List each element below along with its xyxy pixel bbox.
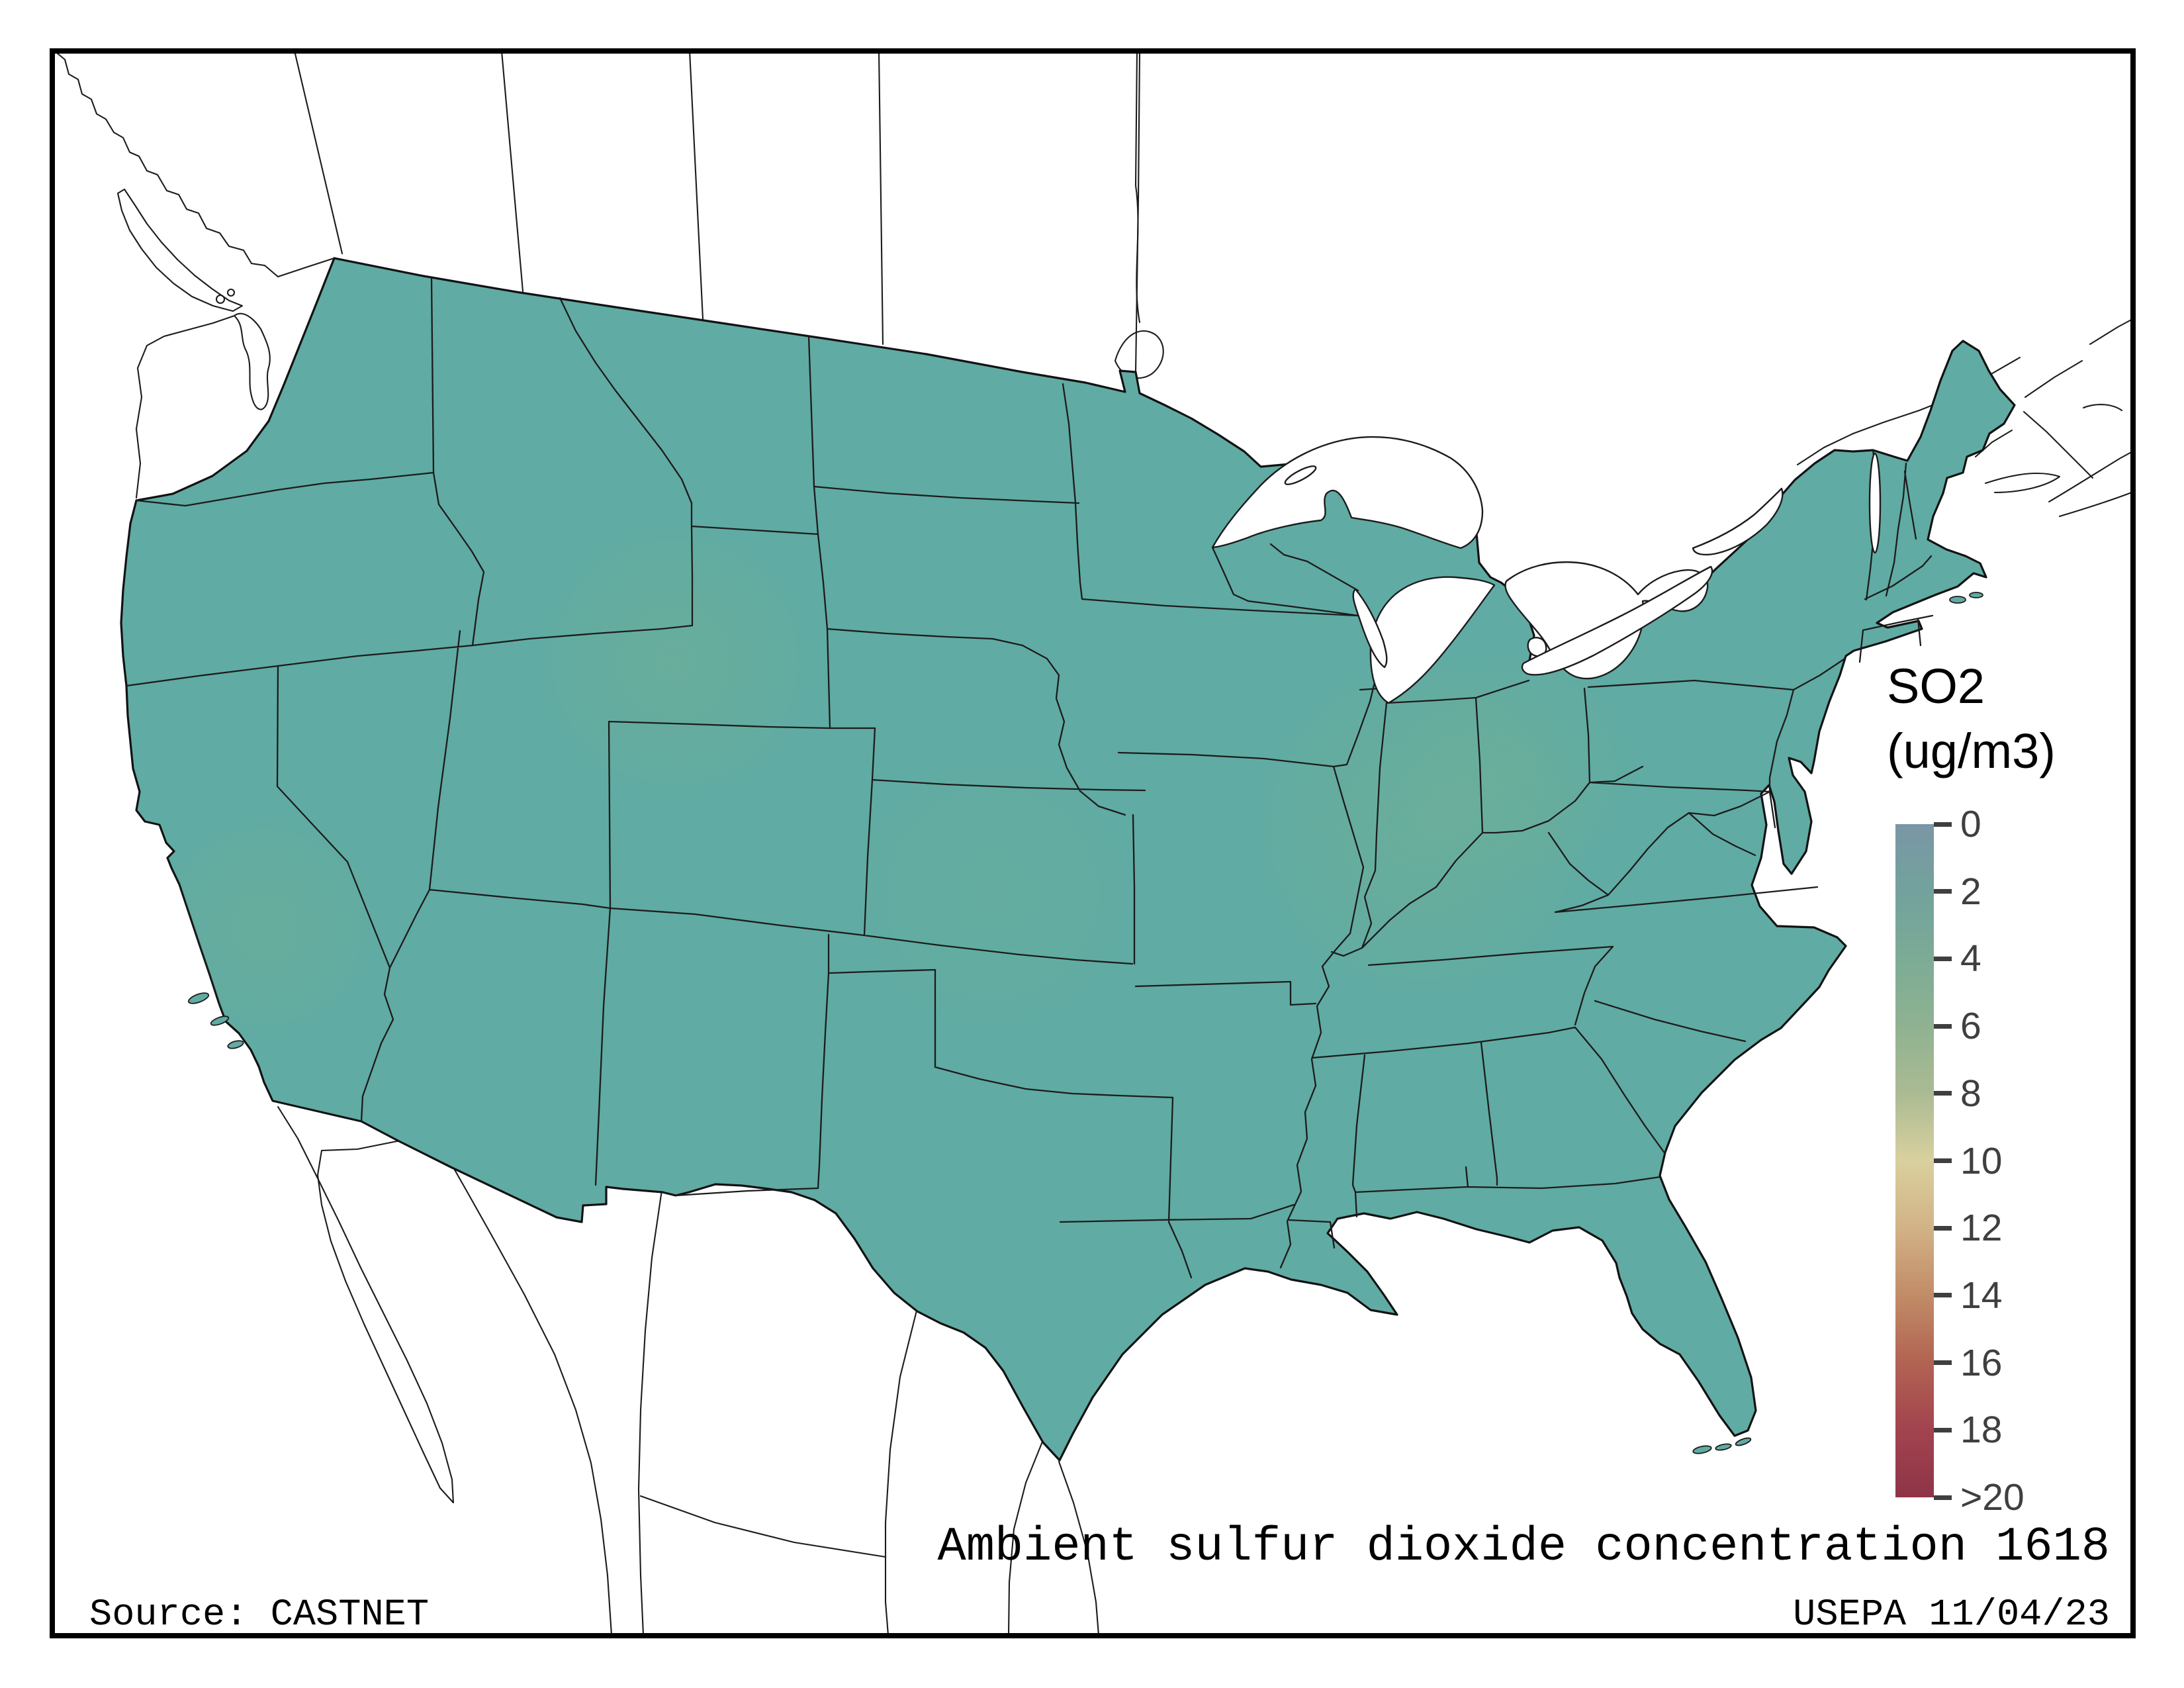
- colorbar-tick-mark-16: [1934, 1360, 1952, 1365]
- so2-colorbar: [1895, 824, 1934, 1497]
- colorbar-tick-label-2: 2: [1960, 872, 2106, 912]
- colorbar-tick-label-18: 18: [1960, 1410, 2106, 1450]
- channel-islands: [187, 991, 210, 1006]
- colorbar-tick-label-14: 14: [1960, 1276, 2106, 1315]
- map-title: Ambient sulfur dioxide concentration 161…: [938, 1520, 2111, 1574]
- vancouver-island: [118, 189, 242, 311]
- colorbar-tick-mark-10: [1934, 1158, 1952, 1163]
- colorbar-tick-mark-8: [1934, 1091, 1952, 1096]
- legend-title: SO2 (ug/m3): [1887, 654, 2056, 783]
- colorbar-tick-mark->20: [1934, 1495, 1952, 1500]
- colorbar-tick-label-6: 6: [1960, 1006, 2106, 1046]
- colorbar-tick-mark-0: [1934, 822, 1952, 827]
- colorbar-tick-mark-18: [1934, 1428, 1952, 1432]
- colorbar-tick-label-10: 10: [1960, 1141, 2106, 1181]
- legend-title-line2: (ug/m3): [1887, 719, 2056, 784]
- colorbar-tick-label-12: 12: [1960, 1208, 2106, 1248]
- agency-date-label: USEPA 11/04/23: [1793, 1594, 2110, 1636]
- colorbar-tick-label-4: 4: [1960, 939, 2106, 978]
- colorbar-tick-label->20: >20: [1960, 1477, 2106, 1517]
- colorbar-tick-label-8: 8: [1960, 1074, 2106, 1113]
- colorbar-tick-mark-14: [1934, 1293, 1952, 1297]
- colorbar-tick-mark-12: [1934, 1226, 1952, 1231]
- nantucket-marthas-vineyard: [1950, 596, 1966, 603]
- colorbar-tick-label-16: 16: [1960, 1343, 2106, 1383]
- legend-title-line1: SO2: [1887, 654, 2056, 719]
- source-label: Source: CASTNET: [89, 1594, 429, 1636]
- florida-keys: [1692, 1444, 1711, 1455]
- colorbar-tick-mark-6: [1934, 1024, 1952, 1029]
- colorbar-tick-mark-2: [1934, 889, 1952, 894]
- so2-map-page: { "canvas": { "background": "#ffffff", "…: [0, 0, 2184, 1688]
- colorbar-tick-label-0: 0: [1960, 804, 2106, 844]
- colorbar-tick-mark-4: [1934, 957, 1952, 961]
- us-so2-concentration-map: [0, 0, 2184, 1688]
- puget-sound: [234, 314, 270, 410]
- lake-champlain: [1870, 453, 1880, 553]
